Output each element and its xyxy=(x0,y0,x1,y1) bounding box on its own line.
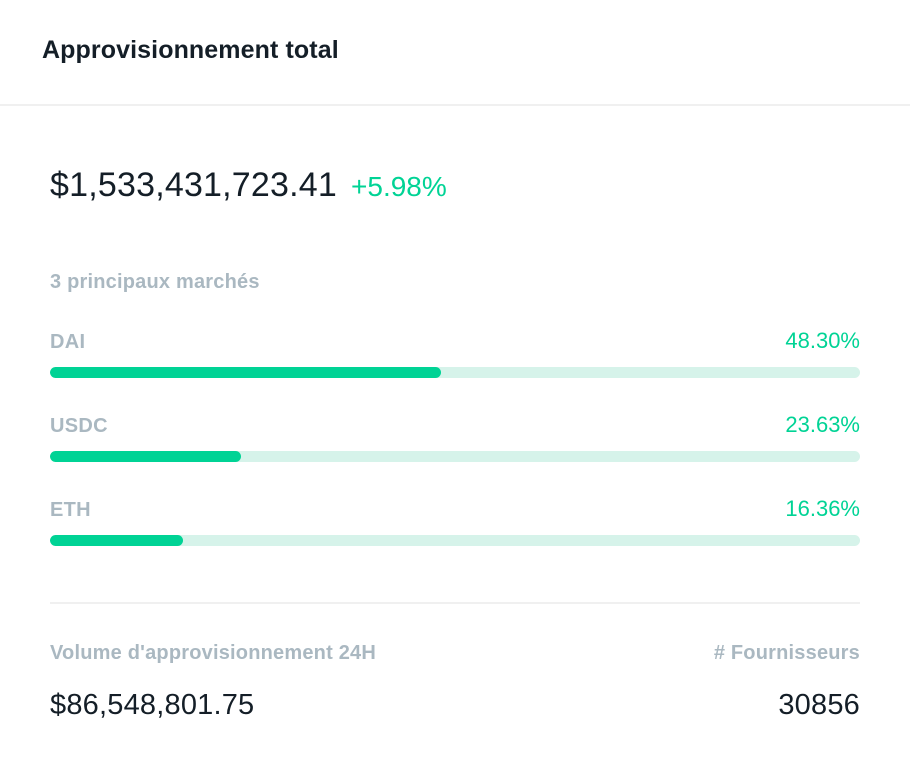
suppliers-label: # Fournisseurs xyxy=(713,642,860,664)
market-row-eth: ETH 16.36% xyxy=(50,496,860,546)
market-progress-fill xyxy=(50,451,242,462)
market-row-header: USDC 23.63% xyxy=(50,412,860,438)
market-row-usdc: USDC 23.63% xyxy=(50,412,860,462)
total-supply-value: $1,533,431,723.41 xyxy=(50,166,338,204)
market-row-header: ETH 16.36% xyxy=(50,496,860,522)
market-row-dai: DAI 48.30% xyxy=(50,328,860,378)
top-markets-heading: 3 principaux marchés xyxy=(50,271,260,293)
market-label: ETH xyxy=(50,499,91,521)
supply-volume-value: $86,548,801.75 xyxy=(50,689,255,721)
market-label: USDC xyxy=(50,415,108,437)
panel-footer: Volume d'approvisionnement 24H $86,548,8… xyxy=(0,604,910,722)
market-percent: 48.30% xyxy=(785,328,860,353)
supply-volume-label: Volume d'approvisionnement 24H xyxy=(50,642,376,664)
market-percent: 16.36% xyxy=(785,496,860,521)
market-progress-fill xyxy=(50,367,442,378)
panel-body: $1,533,431,723.41 +5.98% 3 principaux ma… xyxy=(0,166,910,546)
market-percent: 23.63% xyxy=(785,412,860,437)
footer-divider xyxy=(50,602,860,604)
market-progress-track xyxy=(50,451,860,462)
total-supply-hero: $1,533,431,723.41 +5.98% xyxy=(50,166,860,205)
panel-header: Approvisionnement total xyxy=(0,0,910,106)
market-progress-track xyxy=(50,367,860,378)
market-label: DAI xyxy=(50,331,86,353)
market-progress-track xyxy=(50,535,860,546)
total-supply-change: +5.98% xyxy=(351,171,447,202)
market-row-header: DAI 48.30% xyxy=(50,328,860,354)
suppliers-value: 30856 xyxy=(778,689,860,721)
market-progress-fill xyxy=(50,535,183,546)
suppliers-stat: # Fournisseurs 30856 xyxy=(714,642,860,722)
panel-title: Approvisionnement total xyxy=(42,36,339,64)
supply-volume-stat: Volume d'approvisionnement 24H $86,548,8… xyxy=(50,642,376,722)
